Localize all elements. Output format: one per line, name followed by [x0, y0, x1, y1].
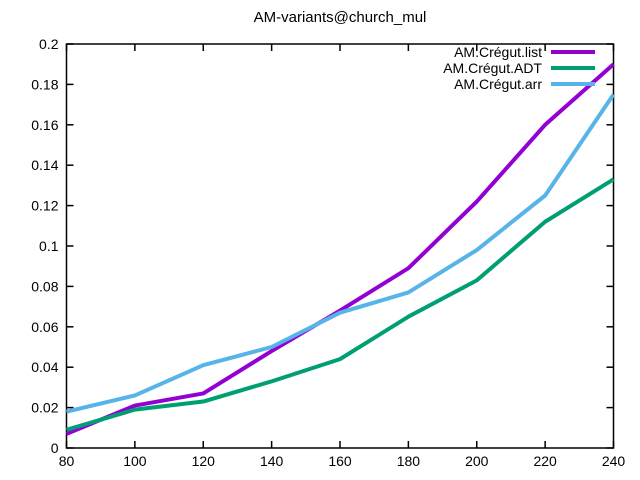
y-tick-label: 0.18 — [31, 76, 58, 92]
x-tick-label: 220 — [533, 453, 557, 469]
legend-item-arr: AM.Crégut.arr — [443, 76, 595, 92]
y-tick-label: 0.04 — [31, 359, 58, 375]
y-tick-label: 0.1 — [39, 238, 59, 254]
legend: AM.Crégut.list AM.Crégut.ADT AM.Crégut.a… — [443, 44, 595, 92]
legend-item-adt: AM.Crégut.ADT — [443, 60, 595, 76]
y-tick-label: 0.06 — [31, 319, 58, 335]
series-line-2 — [66, 93, 616, 414]
y-tick-label: 0.14 — [31, 157, 58, 173]
y-tick-label: 0 — [51, 440, 59, 456]
legend-label-adt: AM.Crégut.ADT — [443, 60, 542, 76]
legend-label-list: AM.Crégut.list — [454, 44, 542, 60]
y-tick-label: 0.08 — [31, 278, 58, 294]
series-line-1 — [65, 177, 615, 432]
chart-title: AM-variants@church_mul — [253, 9, 427, 26]
x-tick-label: 160 — [328, 453, 352, 469]
x-tick-label: 120 — [192, 453, 216, 469]
legend-line-sample-arr — [551, 82, 595, 86]
y-tick-label: 0.16 — [31, 117, 58, 133]
x-tick-label: 180 — [397, 453, 421, 469]
legend-line-sample-list — [551, 50, 595, 54]
x-tick-label: 80 — [59, 453, 75, 469]
legend-item-list: AM.Crégut.list — [443, 44, 595, 60]
y-tick-label: 0.12 — [31, 198, 58, 214]
legend-line-sample-adt — [551, 66, 595, 70]
y-tick-label: 0.02 — [31, 400, 58, 416]
x-tick-label: 200 — [465, 453, 489, 469]
series-line-0 — [65, 62, 615, 436]
x-tick-label: 240 — [602, 453, 626, 469]
y-tick-label: 0.2 — [39, 36, 59, 52]
legend-label-arr: AM.Crégut.arr — [454, 76, 542, 92]
x-tick-label: 140 — [260, 453, 284, 469]
x-tick-label: 100 — [123, 453, 147, 469]
